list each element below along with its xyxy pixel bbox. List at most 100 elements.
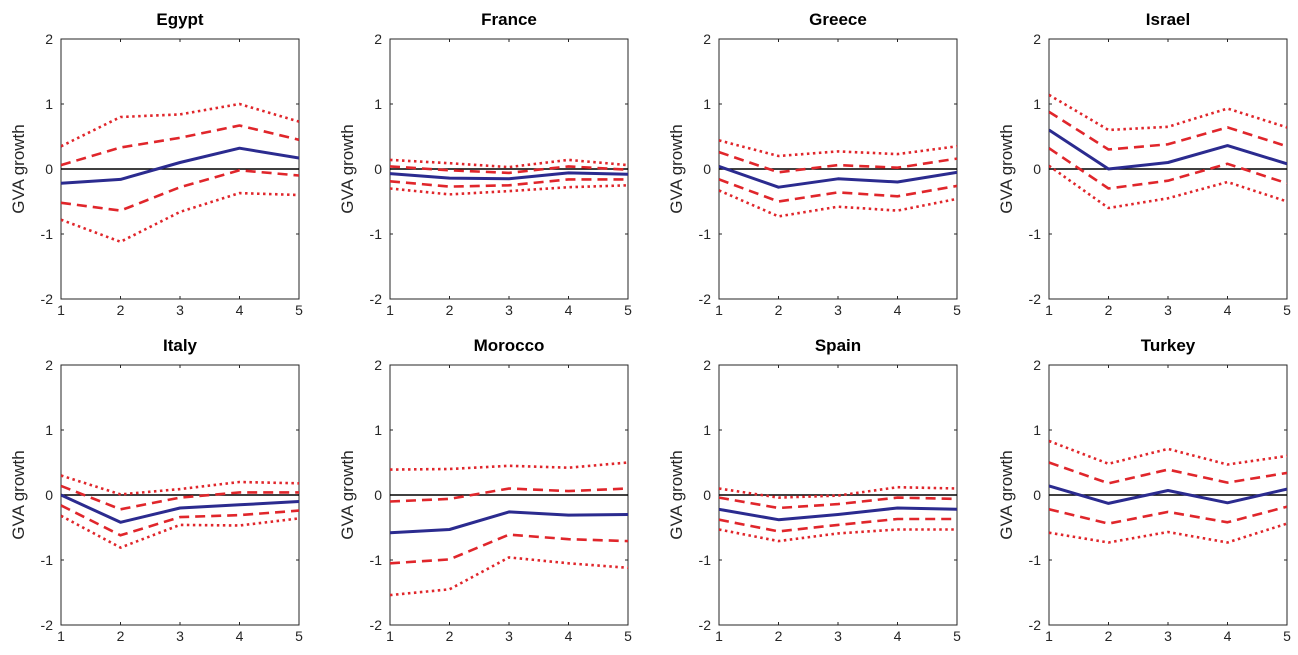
- x-tick-label: 2: [446, 302, 454, 318]
- y-tick-label: 2: [374, 31, 382, 47]
- panel-egypt: 1 2 3 4 5 -2 -1 0 1 2 Egypt GVA growth: [9, 10, 303, 318]
- x-tick-label: 1: [57, 302, 65, 318]
- x-tick-label: 1: [1045, 302, 1053, 318]
- x-tick-label: 4: [565, 628, 573, 644]
- panel-title: Israel: [1146, 10, 1190, 29]
- y-tick-label: -2: [370, 617, 383, 633]
- x-tick-label: 4: [894, 302, 902, 318]
- x-tick-label: 4: [236, 628, 244, 644]
- y-tick-label: 0: [45, 487, 53, 503]
- series-solid-line: [61, 146, 299, 185]
- y-tick-label: 1: [1033, 422, 1041, 438]
- x-tick-label: 2: [775, 302, 783, 318]
- panel-greece: 1 2 3 4 5 -2 -1 0 1 2 Greece GVA growth: [667, 10, 961, 318]
- y-tick-label: -2: [699, 617, 712, 633]
- y-tick-label: 0: [1033, 161, 1041, 177]
- y-tick-label: -2: [1029, 617, 1042, 633]
- panel-spain: 1 2 3 4 5 -2 -1 0 1 2 Spain GVA growth: [667, 336, 961, 644]
- y-tick-label: 2: [703, 31, 711, 47]
- y-tick-label: -1: [370, 552, 383, 568]
- y-tick-label: -1: [1029, 552, 1042, 568]
- y-tick-label: 1: [1033, 96, 1041, 112]
- series-dotted-line: [719, 189, 957, 218]
- series-dotted-line: [61, 514, 299, 549]
- series-dotted-line: [719, 528, 957, 543]
- y-tick-label: -1: [41, 552, 54, 568]
- x-tick-label: 2: [1105, 302, 1113, 318]
- x-tick-label: 4: [1224, 302, 1232, 318]
- y-tick-label: 1: [45, 96, 53, 112]
- y-tick-label: 2: [1033, 31, 1041, 47]
- x-tick-label: 4: [894, 628, 902, 644]
- panel-turkey: 1 2 3 4 5 -2 -1 0 1 2 Turkey GVA growth: [997, 336, 1291, 644]
- panel-israel: 1 2 3 4 5 -2 -1 0 1 2 Israel GVA growth: [997, 10, 1291, 318]
- series-dashed-line: [390, 487, 628, 503]
- series-dotted-line: [1049, 522, 1287, 544]
- panel-italy: 1 2 3 4 5 -2 -1 0 1 2 Italy GVA growth: [9, 336, 303, 644]
- y-tick-label: 2: [703, 357, 711, 373]
- series-solid-line: [390, 510, 628, 535]
- series-solid-line: [719, 164, 957, 189]
- series-dotted-line: [1049, 164, 1287, 210]
- y-axis-label: GVA growth: [9, 124, 28, 213]
- x-tick-label: 5: [624, 302, 632, 318]
- y-tick-label: 0: [703, 161, 711, 177]
- series-dotted-line: [1049, 93, 1287, 132]
- x-tick-label: 3: [1164, 302, 1172, 318]
- series-dashed-line: [1049, 110, 1287, 151]
- x-tick-label: 2: [117, 302, 125, 318]
- series-dashed-line: [61, 169, 299, 212]
- y-axis-label: GVA growth: [997, 124, 1016, 213]
- series-dotted-line: [61, 102, 299, 148]
- y-axis-label: GVA growth: [338, 450, 357, 539]
- y-tick-label: -1: [1029, 226, 1042, 242]
- series-dashed-line: [1049, 505, 1287, 525]
- y-tick-label: 2: [45, 357, 53, 373]
- y-tick-label: 0: [703, 487, 711, 503]
- x-tick-label: 3: [505, 302, 513, 318]
- x-tick-label: 4: [236, 302, 244, 318]
- series-dashed-line: [390, 178, 628, 188]
- y-tick-label: 2: [374, 357, 382, 373]
- series-dashed-line: [719, 496, 957, 510]
- y-axis-label: GVA growth: [667, 450, 686, 539]
- x-tick-label: 1: [386, 628, 394, 644]
- series-dotted-line: [390, 556, 628, 597]
- series-dotted-line: [390, 158, 628, 169]
- x-tick-label: 3: [176, 628, 184, 644]
- x-tick-label: 3: [834, 302, 842, 318]
- series-dotted-line: [719, 139, 957, 158]
- y-axis-label: GVA growth: [667, 124, 686, 213]
- series-dotted-line: [390, 461, 628, 471]
- y-tick-label: 1: [703, 422, 711, 438]
- x-tick-label: 5: [624, 628, 632, 644]
- series-dotted-line: [719, 485, 957, 499]
- panel-title: Turkey: [1141, 336, 1196, 355]
- y-tick-label: 2: [45, 31, 53, 47]
- x-tick-label: 5: [295, 628, 303, 644]
- x-tick-label: 1: [715, 628, 723, 644]
- x-tick-label: 4: [1224, 628, 1232, 644]
- panel-france: 1 2 3 4 5 -2 -1 0 1 2 France GVA growth: [338, 10, 632, 318]
- x-tick-label: 2: [775, 628, 783, 644]
- series-dashed-line: [390, 165, 628, 175]
- y-tick-label: 0: [374, 161, 382, 177]
- x-tick-label: 2: [1105, 628, 1113, 644]
- x-tick-label: 1: [715, 302, 723, 318]
- panel-title: Spain: [815, 336, 861, 355]
- x-tick-label: 3: [834, 628, 842, 644]
- y-axis-label: GVA growth: [9, 450, 28, 539]
- panel-title: Italy: [163, 336, 198, 355]
- y-tick-label: 1: [703, 96, 711, 112]
- series-solid-line: [719, 506, 957, 522]
- y-axis-label: GVA growth: [338, 124, 357, 213]
- panel-title: Morocco: [474, 336, 545, 355]
- series-solid-line: [1049, 128, 1287, 171]
- x-tick-label: 5: [1283, 628, 1291, 644]
- y-tick-label: -1: [699, 226, 712, 242]
- y-tick-label: -2: [41, 291, 54, 307]
- series-dotted-line: [1049, 439, 1287, 466]
- y-tick-label: -1: [370, 226, 383, 242]
- series-dashed-line: [61, 504, 299, 537]
